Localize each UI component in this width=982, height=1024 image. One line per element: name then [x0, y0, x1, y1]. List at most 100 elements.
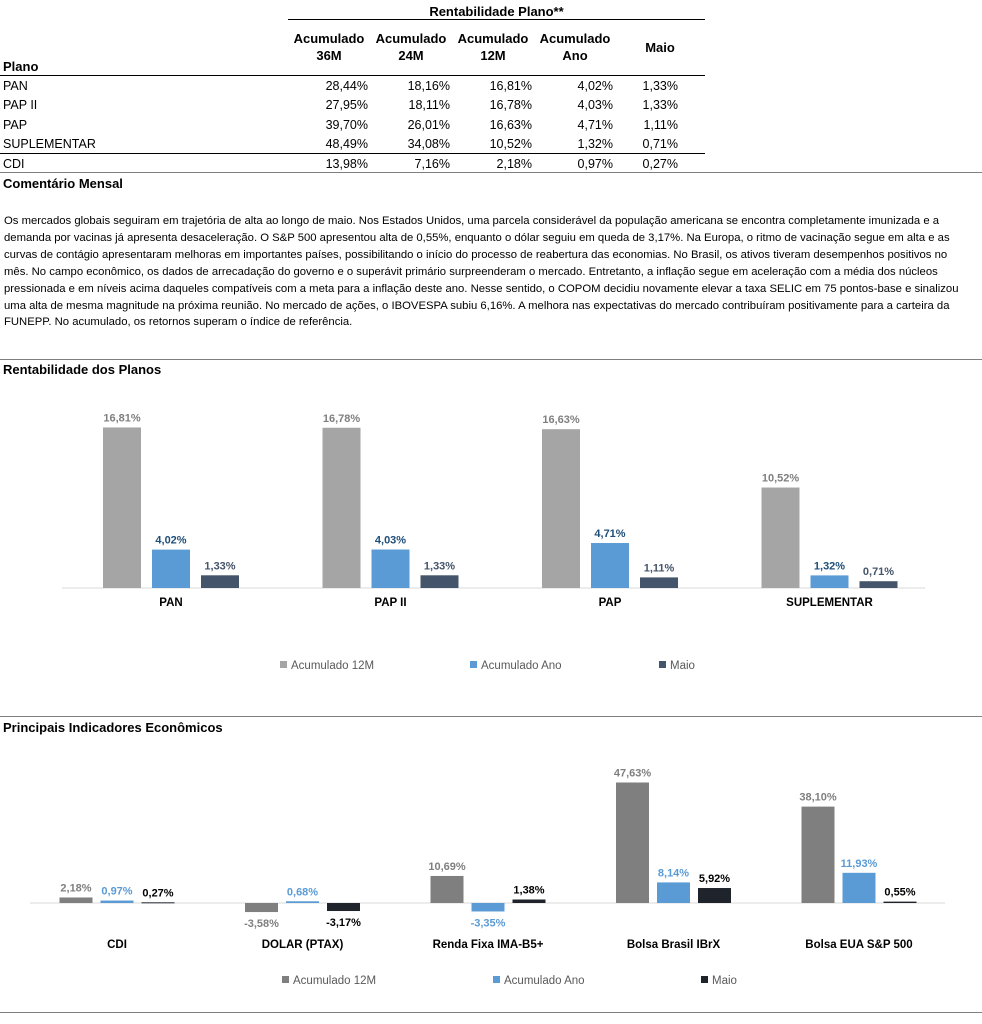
indicadores-chart: 2,18% 0,97% 0,27% CDI -3,58% 0,68% -3,17% DOLAR…	[30, 767, 945, 987]
data-label: -3,35%	[471, 917, 506, 929]
table-cell: 13,98%	[325, 157, 368, 171]
bar-12m	[542, 429, 580, 588]
table-cell: 1,33%	[642, 79, 678, 93]
bar-12m	[245, 903, 278, 913]
data-label: 1,11%	[644, 562, 675, 574]
bar-maio	[512, 899, 546, 903]
table-cell: 1,11%	[643, 118, 678, 132]
table-cell: 4,71%	[577, 118, 613, 132]
table-row-name: SUPLEMENTAR	[3, 137, 96, 151]
data-label: 4,03%	[375, 535, 406, 547]
category-label: Bolsa EUA S&P 500	[805, 939, 912, 951]
legend-label: Maio	[712, 975, 737, 987]
category-label: CDI	[107, 939, 127, 951]
data-label: 0,71%	[863, 566, 894, 578]
data-label: 10,69%	[428, 861, 466, 873]
bar-12m	[322, 427, 361, 588]
data-label: 2,18%	[60, 882, 91, 894]
bar-maio	[327, 903, 360, 912]
table-cell: 18,16%	[407, 79, 450, 93]
table-cdi-separator	[0, 153, 705, 154]
table-cell: 0,27%	[642, 157, 678, 171]
table-cell: 4,03%	[577, 98, 613, 112]
bar-12m	[761, 487, 800, 588]
data-label: 1,32%	[814, 560, 845, 572]
bar-ano	[591, 543, 629, 588]
data-label: 4,02%	[155, 535, 186, 547]
table-row-name: PAP	[3, 118, 28, 132]
data-label: 0,27%	[142, 887, 173, 899]
bar-ano	[152, 549, 190, 588]
bar-12m	[430, 875, 464, 903]
table-cell: 18,11%	[408, 98, 450, 112]
table-cell: 28,44%	[325, 79, 368, 93]
data-label: 11,93%	[841, 858, 878, 870]
bar-12m	[59, 897, 93, 903]
table-cell: 48,49%	[325, 137, 368, 151]
bar-maio	[883, 901, 917, 903]
table-cell: 26,01%	[407, 118, 450, 132]
data-label: 5,92%	[699, 873, 730, 885]
table-cell: 0,71%	[642, 137, 678, 151]
data-label: -3,17%	[326, 917, 361, 929]
data-label: 47,63%	[614, 767, 652, 779]
bar-ano	[286, 901, 319, 903]
data-label: 4,71%	[594, 528, 625, 540]
legend-swatch	[470, 661, 477, 668]
data-label: 38,10%	[799, 792, 837, 804]
table-header-underline	[0, 75, 705, 76]
table-col-maio: Maio	[645, 40, 675, 55]
rentabilidade-chart: 16,81% 4,02% 1,33% PAN 16,78% 4,03% 1,33% PAP I…	[62, 412, 925, 672]
table-col-ano: Acumulado Ano	[539, 31, 611, 63]
data-label: 16,81%	[103, 412, 141, 424]
data-label: 0,55%	[884, 887, 915, 899]
legend-label: Acumulado 12M	[293, 975, 376, 987]
chart2-title: Principais Indicadores Econômicos	[3, 720, 223, 735]
bar-ano	[471, 903, 505, 912]
table-cell: 1,32%	[577, 137, 613, 151]
table-row-name: PAN	[3, 79, 28, 93]
bar-ano	[842, 872, 876, 903]
category-label: Bolsa Brasil IBrX	[627, 939, 721, 951]
table-cell: 10,52%	[489, 137, 532, 151]
chart1-title: Rentabilidade dos Planos	[3, 362, 162, 377]
table-cell: 2,18%	[496, 157, 532, 171]
bar-ano	[100, 900, 134, 903]
bar-12m	[801, 806, 835, 903]
table-cell: 34,08%	[407, 137, 450, 151]
legend-label: Maio	[670, 660, 695, 672]
bar-ano	[371, 549, 410, 588]
legend-label: Acumulado Ano	[481, 660, 562, 672]
legend-label: Acumulado Ano	[504, 975, 585, 987]
bar-ano	[657, 882, 690, 903]
section-divider	[0, 359, 982, 360]
bar-12m	[103, 427, 141, 588]
legend-label: Acumulado 12M	[291, 660, 374, 672]
legend-swatch	[282, 976, 289, 983]
table-cell: 16,81%	[489, 79, 532, 93]
bar-maio	[201, 575, 239, 588]
comentario-title: Comentário Mensal	[3, 176, 123, 191]
data-label: 1,33%	[424, 560, 455, 572]
data-label: 16,78%	[323, 413, 361, 425]
table-cell: 4,02%	[577, 79, 613, 93]
bar-12m	[616, 782, 649, 903]
table-cell: 39,70%	[325, 118, 368, 132]
bar-maio	[640, 577, 678, 588]
category-label: PAP	[599, 597, 622, 609]
returns-table: Rentabilidade Plano** Acumulado 36M Acumu…	[0, 0, 705, 172]
category-label: PAP II	[374, 597, 406, 609]
table-cell: 16,63%	[489, 118, 532, 132]
table-col-36m: Acumulado 36M	[293, 31, 365, 63]
table-group-underline	[288, 19, 705, 20]
bar-maio	[859, 581, 898, 588]
table-cell: 0,97%	[577, 157, 613, 171]
legend-swatch	[493, 976, 500, 983]
data-label: 0,97%	[101, 886, 132, 898]
table-cell: 7,16%	[414, 157, 450, 171]
table-col-24m: Acumulado 24M	[375, 31, 447, 63]
section-divider	[0, 716, 982, 717]
legend-swatch	[659, 661, 666, 668]
category-label: Renda Fixa IMA-B5+	[433, 939, 544, 951]
data-label: 16,63%	[542, 414, 580, 426]
